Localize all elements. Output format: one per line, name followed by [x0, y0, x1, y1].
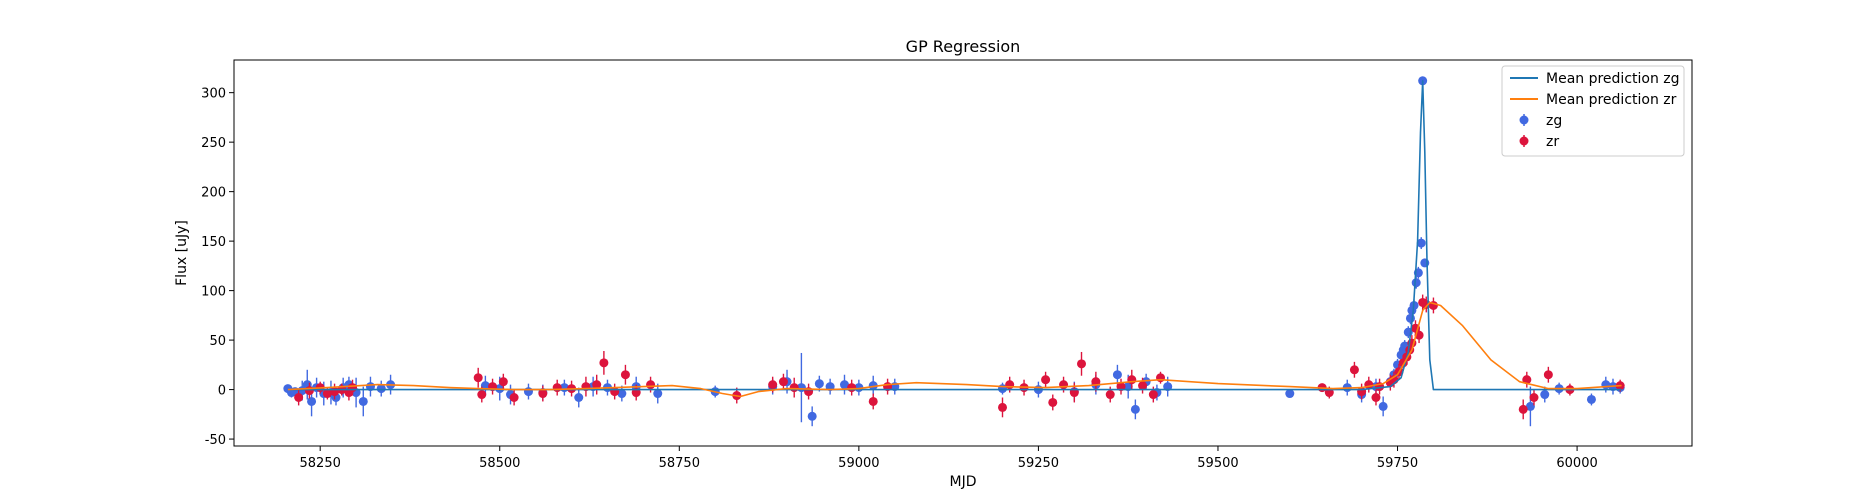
y-tick-label: 0 — [218, 384, 226, 399]
data-point-zg — [1405, 313, 1415, 323]
data-point-zg — [1525, 401, 1535, 411]
data-point-zr — [477, 390, 487, 400]
legend-marker-zg — [1519, 115, 1529, 125]
data-point-zr — [1371, 393, 1381, 403]
data-point-zr — [1127, 375, 1137, 385]
data-point-zr — [473, 373, 483, 383]
series-zr — [294, 294, 1625, 420]
data-point-zr — [768, 380, 778, 390]
data-point-zg — [480, 381, 490, 391]
data-point-zg — [807, 411, 817, 421]
y-tick-label: 50 — [209, 334, 226, 349]
y-tick-label: 150 — [201, 235, 226, 250]
x-tick-label: 58500 — [479, 456, 520, 471]
x-tick-label: 59250 — [1018, 456, 1059, 471]
legend-box — [1501, 65, 1685, 157]
x-tick-label: 58750 — [659, 456, 700, 471]
line-mean-prediction-zr — [287, 301, 1622, 398]
data-point-zg — [1112, 370, 1122, 380]
data-point-zr — [868, 396, 878, 406]
x-tick-label: 59500 — [1197, 456, 1238, 471]
data-point-zr — [552, 383, 562, 393]
y-tick-label: -50 — [205, 433, 226, 448]
data-point-zg — [1130, 404, 1140, 414]
axes-frame — [233, 59, 1693, 447]
data-point-zr — [498, 377, 508, 387]
data-point-zg — [617, 389, 627, 399]
y-tick-label: 200 — [201, 186, 226, 201]
data-point-zg — [653, 389, 663, 399]
y-tick-label: 100 — [201, 285, 226, 300]
data-point-zr — [1091, 377, 1101, 387]
data-point-zg — [523, 387, 533, 397]
data-point-zg — [376, 384, 386, 394]
data-point-zg — [1285, 389, 1295, 399]
data-point-zg — [1411, 278, 1421, 288]
data-point-zr — [847, 383, 857, 393]
y-tick-label: 250 — [201, 136, 226, 151]
data-point-zg — [1586, 394, 1596, 404]
data-point-zr — [778, 377, 788, 387]
data-point-zr — [620, 370, 630, 380]
data-point-zr — [1522, 375, 1532, 385]
data-point-zr — [1041, 375, 1051, 385]
data-point-zr — [509, 393, 519, 403]
data-point-zr — [1105, 390, 1115, 400]
data-point-zr — [789, 383, 799, 393]
plot-area — [283, 76, 1625, 427]
x-tick-label: 60000 — [1556, 456, 1597, 471]
data-point-zr — [1518, 404, 1528, 414]
data-point-zr — [1349, 365, 1359, 375]
x-tick-label: 58250 — [300, 456, 341, 471]
data-point-zr — [1529, 393, 1539, 403]
legend-label-zr-line: Mean prediction zr — [1546, 92, 1677, 108]
data-point-zr — [1077, 359, 1087, 369]
data-point-zg — [1540, 390, 1550, 400]
data-point-zg — [868, 381, 878, 391]
data-point-zg — [307, 396, 317, 406]
legend-marker-zr — [1519, 136, 1529, 146]
data-point-zr — [1005, 380, 1015, 390]
data-point-zg — [574, 393, 584, 403]
data-point-zg — [839, 380, 849, 390]
data-point-zg — [1416, 238, 1426, 248]
data-point-zr — [1148, 390, 1158, 400]
data-point-zr — [1059, 380, 1069, 390]
y-tick-label: 300 — [201, 87, 226, 102]
x-tick-label: 59750 — [1377, 456, 1418, 471]
data-point-zr — [592, 380, 602, 390]
legend-label-zg-line: Mean prediction zg — [1546, 71, 1680, 87]
data-point-zr — [1156, 373, 1166, 383]
x-tick-label: 59000 — [838, 456, 879, 471]
data-point-zr — [1138, 381, 1148, 391]
data-point-zr — [322, 389, 332, 399]
x-axis-label: MJD — [950, 474, 977, 490]
data-point-zr — [294, 393, 304, 403]
data-point-zr — [538, 389, 548, 399]
data-point-zr — [646, 380, 656, 390]
legend-label-zr: zr — [1546, 134, 1559, 150]
chart-title: GP Regression — [906, 37, 1021, 56]
data-point-zr — [348, 383, 358, 393]
line-mean-prediction-zg — [287, 80, 1622, 391]
axis-ticks: 58250 58500 58750 59000 59250 59500 59750 60000… — [201, 87, 1598, 471]
data-point-zg — [1378, 401, 1388, 411]
data-point-zg — [814, 379, 824, 389]
data-point-zr — [1543, 370, 1553, 380]
data-point-zr — [998, 402, 1008, 412]
legend: Mean prediction zg Mean prediction zr zg… — [1501, 65, 1685, 157]
data-point-zr — [304, 386, 314, 396]
data-point-zg — [1420, 258, 1430, 268]
data-point-zr — [599, 358, 609, 368]
data-point-zr — [1048, 397, 1058, 407]
y-axis-label: Flux [uJy] — [174, 220, 190, 286]
legend-label-zg: zg — [1546, 113, 1562, 129]
data-point-zg — [358, 396, 368, 406]
